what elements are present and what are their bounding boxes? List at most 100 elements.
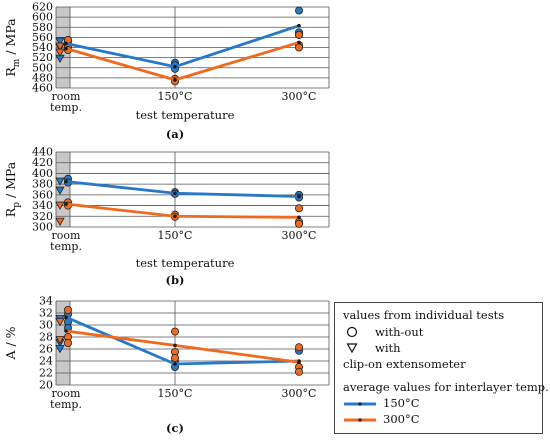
panel-label: (b) <box>166 273 185 287</box>
data-point-triangle <box>55 336 65 345</box>
x-tick-label: 300°C <box>282 387 317 400</box>
y-tick-label: 480 <box>32 71 53 84</box>
data-point-triangle <box>55 318 65 327</box>
x-axis-label: test temperature <box>136 256 235 270</box>
series-line-300°C <box>65 202 300 219</box>
data-point-triangle <box>55 186 65 195</box>
y-tick-label: 34 <box>39 295 53 308</box>
data-point-circle <box>294 43 303 52</box>
series-average-point <box>64 179 68 184</box>
series-average-point <box>64 329 68 333</box>
series-line-300°C <box>65 329 300 364</box>
data-point-triangle <box>55 42 65 51</box>
y-tick-label: 360 <box>32 188 53 201</box>
y-tick-label: 440 <box>32 146 53 159</box>
data-point-triangle <box>55 345 65 354</box>
x-tick-label: 150°C <box>158 90 193 103</box>
series-average-point <box>297 360 301 365</box>
y-tick-label: 26 <box>39 343 53 356</box>
x-tick-label: 300°C <box>282 90 317 103</box>
y-tick-label: 20 <box>39 379 53 392</box>
legend-footer: clip-on extensometer <box>343 357 466 371</box>
y-tick-label: 500 <box>32 61 53 74</box>
panel-label: (a) <box>166 127 184 141</box>
data-point-circle <box>64 338 73 347</box>
y-axis-label: A / % <box>3 326 18 360</box>
y-tick-label: 24 <box>39 355 53 368</box>
legend-line-300-icon <box>344 418 376 422</box>
data-point-triangle <box>55 217 65 226</box>
y-tick-label: 600 <box>32 11 53 24</box>
series-average-point <box>173 362 177 366</box>
series-average-point <box>64 46 68 51</box>
y-tick-label: 320 <box>32 210 53 223</box>
series-average-point <box>64 202 68 206</box>
y-tick-label: 28 <box>39 331 53 344</box>
y-tick-label: 340 <box>32 199 53 212</box>
y-tick-label: 540 <box>32 41 53 54</box>
y-tick-label: 520 <box>32 51 53 64</box>
data-point-circle <box>294 219 303 228</box>
y-tick-label: 300 <box>32 221 53 234</box>
y-tick-label: 22 <box>39 367 53 380</box>
legend-title: values from individual tests <box>343 308 505 322</box>
y-tick-label: 400 <box>32 167 53 180</box>
x-tick-label: temp. <box>50 398 82 411</box>
data-point-circle <box>294 30 303 39</box>
data-point-circle <box>294 204 303 213</box>
data-point-triangle <box>55 201 65 210</box>
legend-300-label: 300°C <box>383 412 420 426</box>
data-point-circle <box>170 327 179 336</box>
y-tick-label: 30 <box>39 319 53 332</box>
data-point-triangle <box>55 37 65 46</box>
x-tick-label: 300°C <box>282 229 317 242</box>
data-point-circle <box>294 343 303 352</box>
series-line-300°C <box>65 41 300 82</box>
x-tick-label: temp. <box>50 101 82 114</box>
series-average-point <box>64 315 68 320</box>
legend-triangle-icon <box>346 343 358 354</box>
series-average-point <box>173 214 177 219</box>
series-average-point <box>297 194 301 199</box>
series-average-point <box>297 215 301 220</box>
data-point-triangle <box>55 177 65 186</box>
data-point-circle <box>294 367 303 376</box>
legend-circle-icon <box>346 326 358 338</box>
x-tick-label: temp. <box>50 240 82 253</box>
x-tick-label: room <box>52 387 82 400</box>
series-average-point <box>297 23 301 28</box>
legend-without-label: with-out <box>375 325 424 339</box>
data-point-circle <box>170 353 179 362</box>
data-point-triangle <box>55 48 65 57</box>
series-average-point <box>173 64 177 69</box>
series-average-point <box>173 343 177 348</box>
legend-box: values from individual tests with-out wi… <box>334 302 550 434</box>
x-tick-label: room <box>52 229 82 242</box>
y-tick-label: 620 <box>32 1 53 14</box>
legend-line-150-icon <box>344 402 376 406</box>
legend-with-label: with <box>375 341 401 355</box>
data-point-circle <box>294 6 303 15</box>
series-line-150°C <box>65 180 300 198</box>
y-tick-label: 580 <box>32 21 53 34</box>
x-tick-label: 150°C <box>158 387 193 400</box>
series-average-point <box>173 78 177 82</box>
y-tick-label: 32 <box>39 307 53 320</box>
x-axis-label: test temperature <box>136 108 235 122</box>
series-average-point <box>297 40 301 45</box>
y-tick-label: 560 <box>32 31 53 44</box>
y-axis-label: Rm / MPa <box>3 18 22 77</box>
series-average-point <box>173 191 177 196</box>
x-tick-label: room <box>52 90 82 103</box>
y-tick-label: 380 <box>32 178 53 191</box>
series-average-point <box>64 41 68 46</box>
legend-150-label: 150°C <box>383 396 420 410</box>
data-point-circle <box>64 305 73 314</box>
legend-avg-title: average values for interlayer temp.: <box>343 380 550 394</box>
y-tick-label: 460 <box>32 82 53 95</box>
y-axis-label: Rp / MPa <box>3 161 22 217</box>
x-tick-label: 150°C <box>158 229 193 242</box>
y-tick-label: 420 <box>32 156 53 169</box>
panel-label: (c) <box>166 421 184 435</box>
